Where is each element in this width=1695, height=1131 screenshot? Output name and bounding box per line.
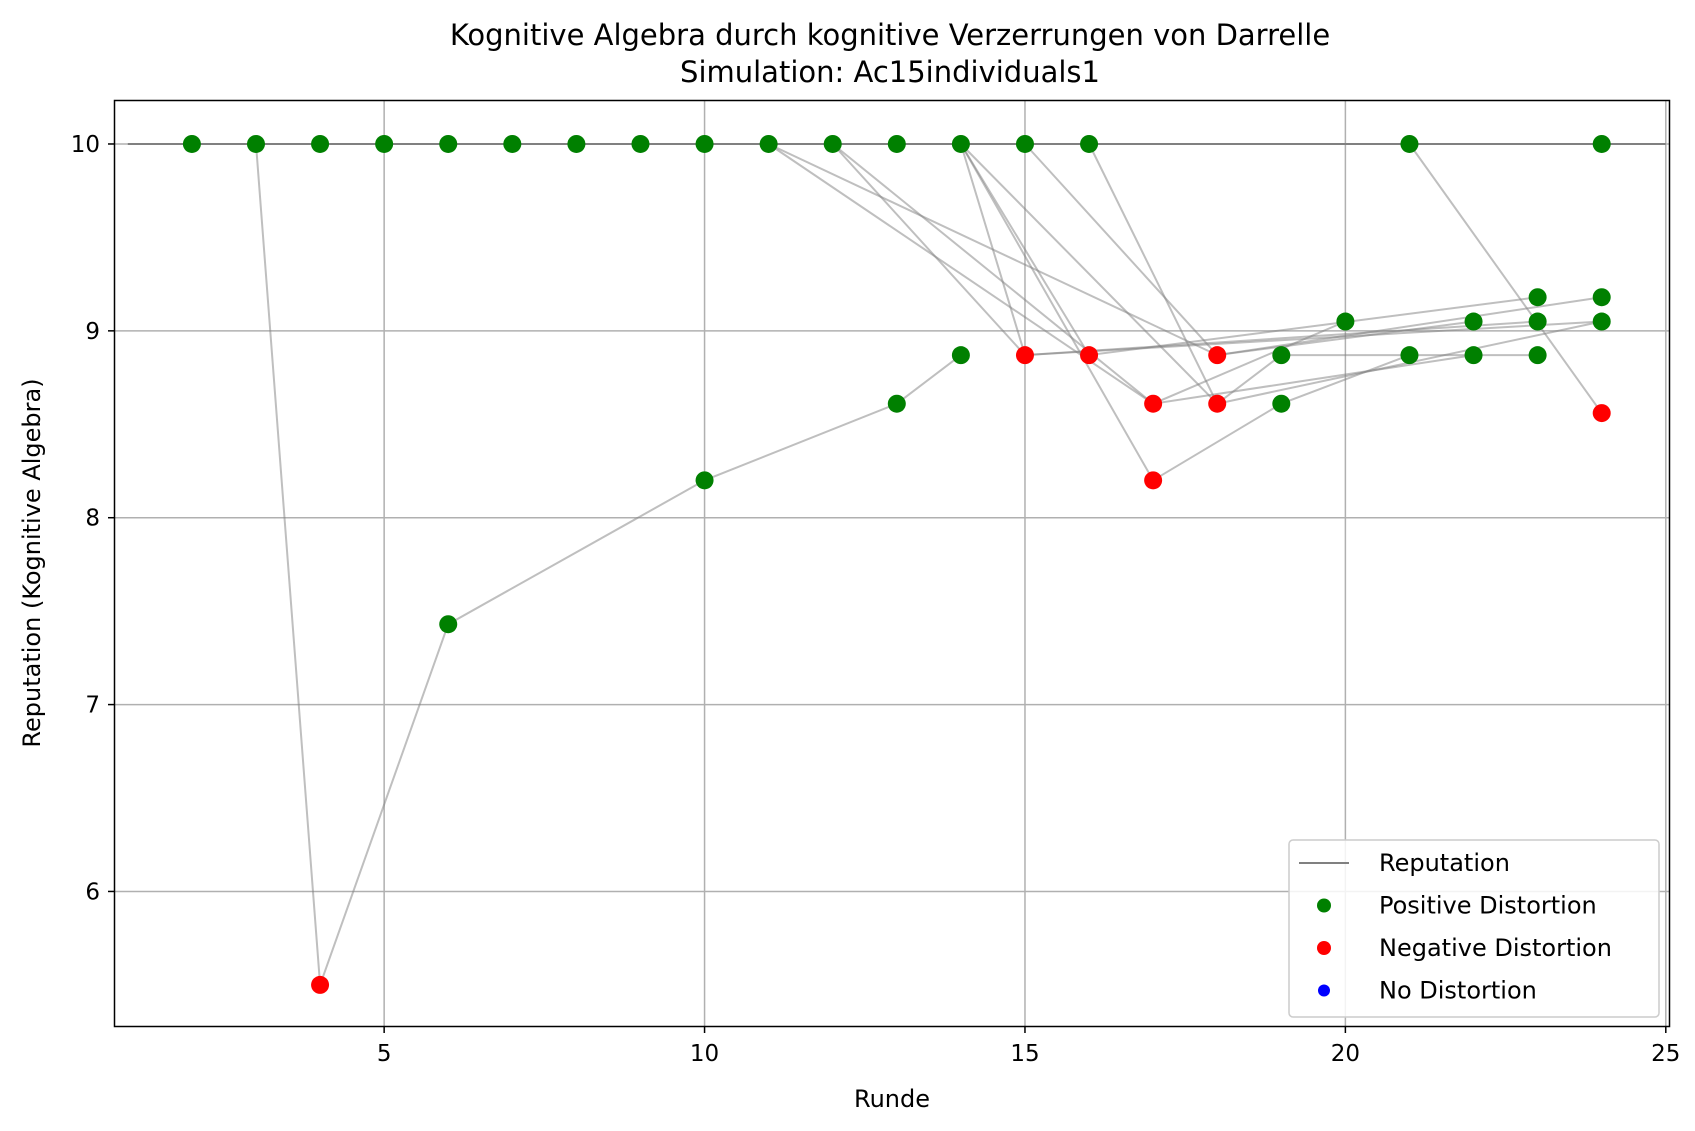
data-point-positive — [1400, 346, 1419, 365]
legend-label: Reputation — [1379, 849, 1510, 877]
data-point-positive — [246, 134, 265, 153]
data-point-positive — [1528, 288, 1547, 307]
data-point-positive — [759, 134, 778, 153]
x-tick-label: 5 — [377, 1041, 392, 1067]
legend-label: Negative Distortion — [1379, 934, 1612, 962]
data-point-positive — [1336, 312, 1355, 331]
data-point-positive — [695, 471, 714, 490]
x-tick-label: 15 — [1010, 1041, 1039, 1067]
data-point-positive — [951, 346, 970, 365]
data-point-negative — [1144, 471, 1163, 490]
data-point-positive — [1015, 134, 1034, 153]
data-point-positive — [375, 134, 394, 153]
y-tick-label: 6 — [85, 879, 100, 905]
legend-label: No Distortion — [1379, 977, 1537, 1005]
y-tick-label: 7 — [85, 693, 100, 719]
data-point-positive — [1592, 134, 1611, 153]
data-point-negative — [1144, 394, 1163, 413]
x-tick-label: 25 — [1651, 1041, 1680, 1067]
x-tick-label: 10 — [690, 1041, 719, 1067]
plot-frame — [113, 99, 1671, 1028]
data-point-negative — [1208, 346, 1227, 365]
trajectory-line — [960, 143, 1410, 482]
y-axis: 6 7 8 9 10 — [71, 132, 115, 905]
data-point-negative — [311, 975, 330, 994]
data-point-positive — [1080, 134, 1099, 153]
data-point-positive — [1464, 312, 1483, 331]
trajectory-line — [960, 143, 1538, 406]
legend-label: Positive Distortion — [1379, 892, 1597, 920]
y-tick-label: 8 — [85, 506, 100, 532]
chart-title: Kognitive Algebra durch kognitive Verzer… — [450, 18, 1330, 52]
legend: Reputation Positive Distortion Negative Di… — [1288, 839, 1660, 1018]
x-axis-label: Runde — [854, 1085, 930, 1113]
legend-box — [1288, 839, 1660, 1018]
data-point-positive — [1400, 134, 1419, 153]
trajectory-line — [768, 143, 1346, 405]
y-tick-label: 10 — [71, 132, 100, 158]
data-point-positive — [887, 394, 906, 413]
data-point-positive — [1592, 288, 1611, 307]
chart-subtitle: Simulation: Ac15individuals1 — [680, 55, 1100, 89]
data-point-positive — [823, 134, 842, 153]
x-tick-label: 20 — [1331, 1041, 1360, 1067]
data-point-positive — [567, 134, 586, 153]
data-point-positive — [182, 134, 201, 153]
x-axis: 5 10 15 20 25 — [377, 1026, 1680, 1067]
y-axis-label: Reputation (Kognitive Algebra) — [18, 378, 46, 747]
data-point-positive — [887, 134, 906, 153]
legend-swatch-marker — [1317, 941, 1331, 955]
data-point-positive — [1528, 312, 1547, 331]
y-tick-label: 9 — [85, 319, 100, 345]
data-point-positive — [631, 134, 650, 153]
data-point-positive — [439, 134, 458, 153]
trajectory-line — [1408, 143, 1603, 414]
data-point-positive — [1272, 346, 1291, 365]
data-point-negative — [1015, 346, 1034, 365]
data-point-negative — [1080, 346, 1099, 365]
data-point-positive — [1528, 346, 1547, 365]
legend-swatch-marker — [1317, 898, 1331, 913]
data-point-positive — [1592, 312, 1611, 331]
data-point-positive — [439, 615, 458, 634]
data-point-positive — [1272, 394, 1291, 413]
data-point-positive — [311, 134, 330, 153]
legend-swatch-marker — [1318, 984, 1330, 997]
data-point-positive — [1464, 346, 1483, 365]
data-point-positive — [695, 134, 714, 153]
data-point-negative — [1208, 394, 1227, 413]
data-point-positive — [503, 134, 522, 153]
data-point-positive — [951, 134, 970, 153]
data-points — [182, 134, 1611, 994]
data-point-negative — [1592, 404, 1611, 423]
trajectory-line — [191, 143, 962, 986]
